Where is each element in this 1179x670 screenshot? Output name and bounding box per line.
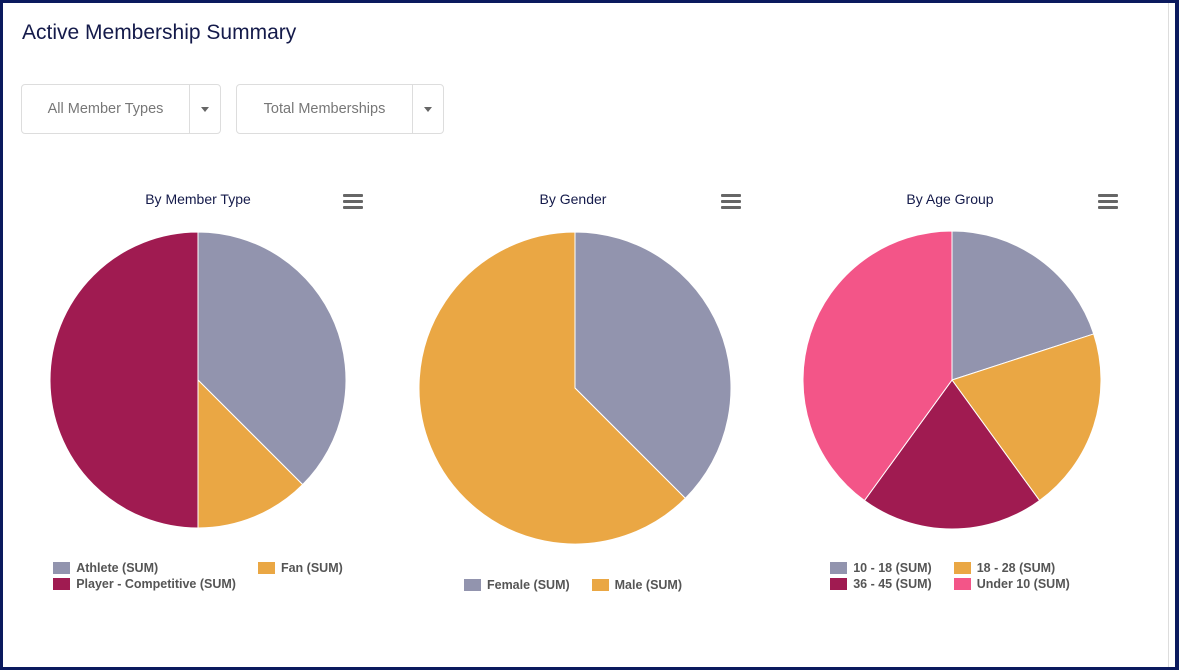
legend-swatch [953, 562, 971, 574]
chart-legend: 10 - 18 (SUM) 18 - 28 (SUM) 36 - 45 (SUM) U… [765, 561, 1135, 591]
legend-label: Athlete (SUM) [76, 561, 159, 575]
pie-chart: By Age Group 10 - 18 (SUM) 18 - 28 (SUM) 3… [765, 183, 1135, 623]
legend-item[interactable]: 18 - 28 (SUM) [953, 561, 1070, 575]
pie-slice[interactable] [863, 379, 1041, 530]
chart-legend: Athlete (SUM) Fan (SUM) Player - Competiti… [13, 561, 383, 591]
legend-item[interactable]: 10 - 18 (SUM) [830, 561, 932, 575]
legend-swatch [953, 578, 971, 590]
chart-menu-icon[interactable] [343, 194, 363, 209]
legend-swatch [53, 578, 71, 590]
legend-label: 10 - 18 (SUM) [853, 561, 932, 575]
pie-slice[interactable] [574, 231, 732, 500]
legend-swatch [257, 562, 275, 574]
caret-down-icon [201, 106, 209, 112]
pie-slice[interactable] [49, 231, 199, 529]
pie [418, 231, 732, 545]
legend-label: Player - Competitive (SUM) [76, 577, 236, 591]
legend-swatch [830, 562, 848, 574]
pie-chart: By Member Type Athlete (SUM) Fan (SUM) Pla… [13, 183, 383, 623]
dropdown-value: Total Memberships [263, 101, 386, 117]
pie-slice[interactable] [197, 231, 347, 486]
pie [802, 230, 1102, 530]
pie-slice[interactable] [951, 230, 1095, 381]
chart-menu-icon[interactable] [1098, 194, 1118, 209]
pie-slice[interactable] [418, 231, 687, 545]
chart-legend: Female (SUM) Male (SUM) [388, 578, 758, 592]
chart-menu-icon[interactable] [721, 194, 741, 209]
legend-item[interactable]: Fan (SUM) [257, 561, 343, 575]
divider [1168, 3, 1169, 667]
legend-swatch [830, 578, 848, 590]
dropdown-value: All Member Types [47, 101, 164, 117]
legend-item[interactable]: Under 10 (SUM) [953, 577, 1070, 591]
chart-title: By Age Group [906, 191, 994, 207]
legend-item[interactable]: Athlete (SUM) [53, 561, 236, 575]
pie-chart: By Gender Female (SUM) Male (SUM) [388, 183, 758, 623]
page-title: Active Membership Summary [22, 21, 297, 44]
legend-item[interactable]: Female (SUM) [463, 578, 570, 592]
member-type-dropdown[interactable]: All Member Types [21, 84, 221, 134]
legend-label: Female (SUM) [486, 578, 570, 592]
legend-item[interactable]: 36 - 45 (SUM) [830, 577, 932, 591]
dropdown-toggle[interactable] [412, 85, 443, 133]
legend-label: Under 10 (SUM) [976, 577, 1070, 591]
pie-slice[interactable] [802, 230, 953, 502]
caret-down-icon [424, 106, 432, 112]
legend-swatch [591, 579, 609, 591]
chart-title: By Member Type [145, 191, 251, 207]
legend-label: Male (SUM) [614, 578, 683, 592]
legend-item[interactable]: Player - Competitive (SUM) [53, 577, 236, 591]
legend-swatch [53, 562, 71, 574]
legend-label: 36 - 45 (SUM) [853, 577, 932, 591]
pie-slice[interactable] [951, 333, 1102, 502]
legend-item[interactable]: Male (SUM) [591, 578, 683, 592]
chart-title: By Gender [539, 191, 607, 207]
legend-label: Fan (SUM) [280, 561, 343, 575]
pie-slice[interactable] [197, 378, 304, 529]
pie [49, 231, 347, 529]
metric-dropdown[interactable]: Total Memberships [236, 84, 444, 134]
legend-label: 18 - 28 (SUM) [976, 561, 1056, 575]
dropdown-toggle[interactable] [189, 85, 220, 133]
legend-swatch [463, 579, 481, 591]
